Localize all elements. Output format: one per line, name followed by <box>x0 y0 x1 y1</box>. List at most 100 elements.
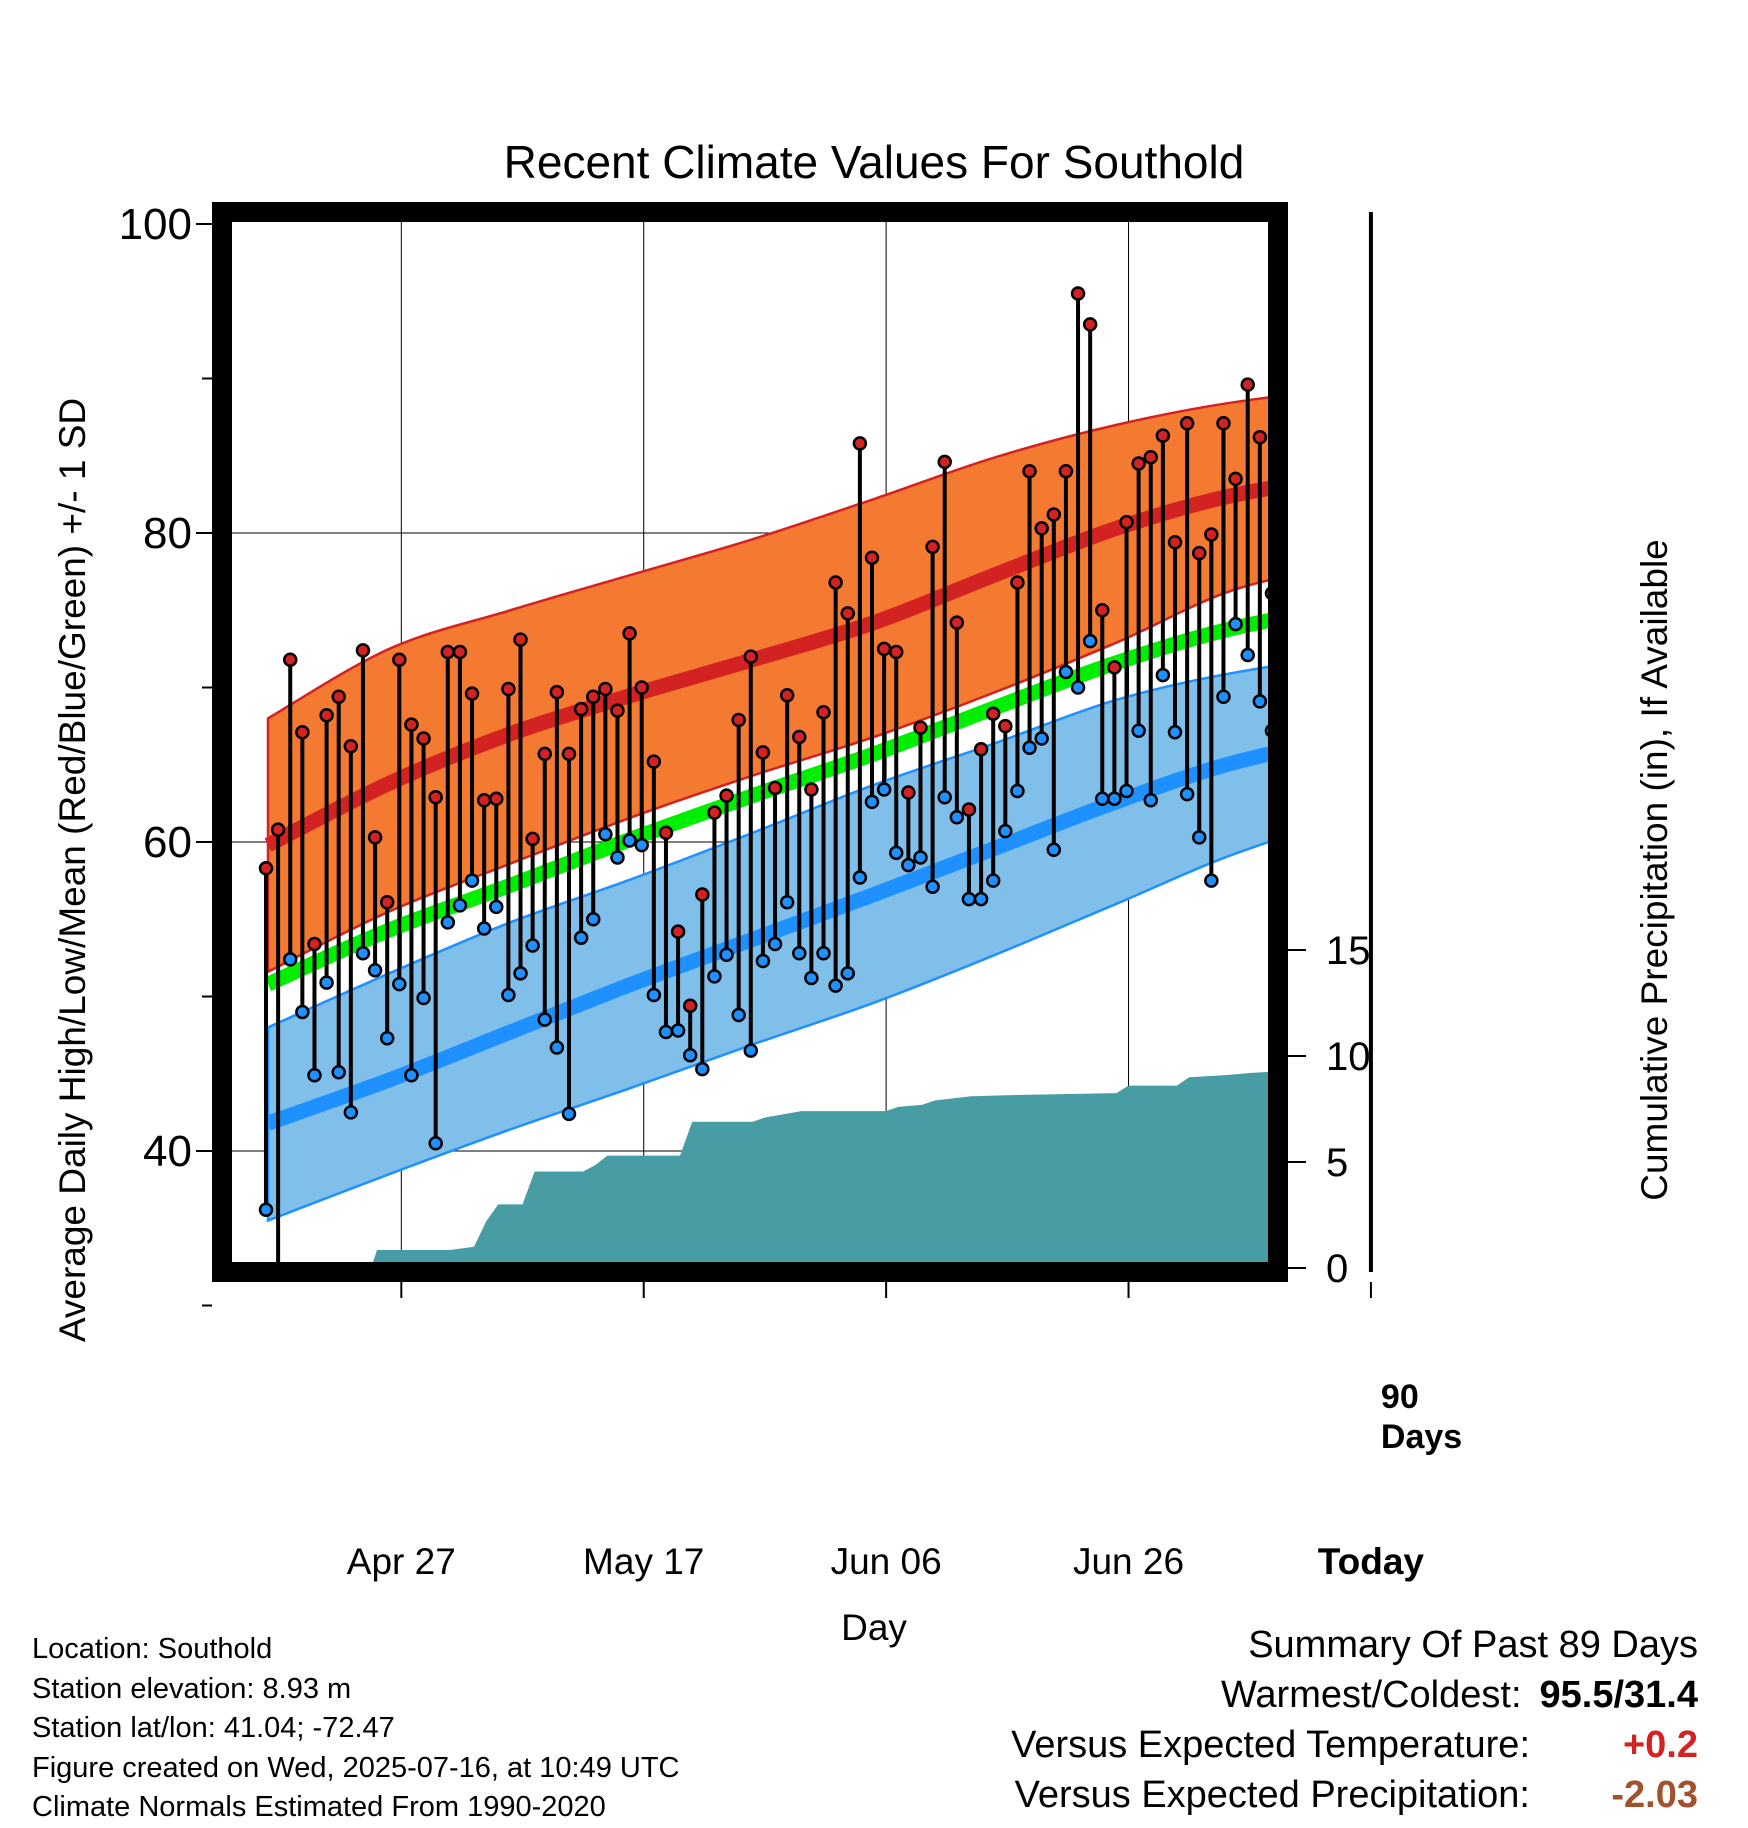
daily-high-point <box>573 701 589 717</box>
x-tick-label: Jun 26 <box>1073 1541 1184 1582</box>
daily-high-point <box>452 644 468 660</box>
y-tick-label: 60 <box>143 818 192 867</box>
daily-high-point <box>476 793 492 808</box>
daily-high-point <box>1314 524 1326 536</box>
daily-high-point <box>1046 507 1062 522</box>
daily-high-point <box>1022 463 1037 479</box>
daily-high-point <box>779 687 795 703</box>
daily-low-point <box>525 938 540 953</box>
daily-low-point <box>1204 873 1219 888</box>
daily-high-point <box>937 454 952 470</box>
y2-tick-label: 0 <box>1326 1247 1348 1291</box>
daily-low-point <box>864 794 880 810</box>
daily-high-point <box>646 754 662 769</box>
daily-low-point <box>1302 712 1314 724</box>
daily-high-point <box>1191 545 1207 561</box>
daily-low-point <box>367 962 383 978</box>
daily-high-point <box>610 703 625 718</box>
daily-low-point <box>1034 731 1049 746</box>
daily-low-point <box>440 915 456 930</box>
location-text: Location: Southold <box>32 1633 273 1665</box>
daily-high-point <box>440 644 456 660</box>
daily-low-point <box>1155 667 1171 683</box>
daily-high-point <box>355 643 371 658</box>
daily-low-point <box>501 987 516 1003</box>
daily-low-point <box>1314 720 1326 732</box>
daily-high-point <box>1010 575 1025 590</box>
daily-low-point <box>1046 842 1062 857</box>
daily-low-point <box>658 1024 674 1040</box>
daily-low-point <box>973 891 989 907</box>
warm-cold-row: Warmest/Coldest: 95.5/31.4 <box>1011 1670 1698 1720</box>
summary-title: Summary Of Past 89 Days <box>1248 1624 1698 1666</box>
daily-high-point <box>1155 428 1171 443</box>
daily-low-point <box>743 1043 759 1058</box>
precip-row: Versus Expected Precipitation: -2.03 <box>1011 1770 1698 1820</box>
daily-low-point <box>1107 791 1122 806</box>
daily-low-point <box>1143 793 1159 808</box>
daily-high-point <box>949 615 965 630</box>
daily-high-point <box>622 626 637 641</box>
daily-low-point <box>307 1068 322 1083</box>
daily-low-point <box>1290 697 1302 709</box>
daily-high-point <box>719 788 734 803</box>
daily-low-point <box>804 970 819 986</box>
daily-high-point <box>270 822 286 837</box>
precip-label: Versus Expected Precipitation: <box>1014 1774 1530 1816</box>
daily-low-point <box>1252 694 1268 709</box>
daily-low-point <box>1022 740 1037 756</box>
daily-high-point <box>561 746 577 762</box>
y2-tick-label: 5 <box>1326 1141 1348 1185</box>
temp-value: +0.2 <box>1622 1724 1698 1766</box>
daily-high-point <box>501 681 516 697</box>
daily-low-point <box>876 782 892 797</box>
daily-high-point <box>1216 416 1231 431</box>
x-tick-label: Today <box>1318 1541 1425 1582</box>
daily-low-point <box>549 1040 565 1055</box>
daily-high-point <box>682 998 698 1014</box>
daily-low-point <box>598 827 613 842</box>
daily-low-point <box>464 873 480 888</box>
daily-low-point <box>1191 830 1207 845</box>
elevation-text: Station elevation: 8.93 m <box>32 1672 352 1705</box>
latlon-text: Station lat/lon: 41.04; -72.47 <box>32 1712 395 1744</box>
daily-high-point <box>1107 660 1122 675</box>
daily-low-point <box>755 953 771 969</box>
daily-high-point <box>1143 450 1159 465</box>
temp-row: Versus Expected Temperature: +0.2 <box>1011 1720 1698 1770</box>
daily-high-point <box>852 436 868 451</box>
daily-high-point <box>525 831 540 847</box>
plot-frame <box>212 202 1288 1282</box>
daily-high-point <box>258 861 274 876</box>
daily-low-point <box>1119 783 1134 799</box>
created-text: Figure created on Wed, 2025-07-16, at 10… <box>32 1751 680 1784</box>
daily-low-point <box>1228 616 1243 632</box>
daily-high-point <box>767 780 783 796</box>
daily-low-point <box>961 891 977 907</box>
daily-low-point <box>331 1064 346 1080</box>
daily-low-point <box>792 945 807 961</box>
daily-high-point <box>513 632 528 647</box>
daily-high-point <box>913 720 928 735</box>
daily-low-point <box>573 930 589 946</box>
daily-high-point <box>404 717 419 732</box>
daily-low-point <box>1095 791 1110 806</box>
x-tick-label: Apr 27 <box>347 1541 456 1582</box>
daily-low-point <box>888 845 904 861</box>
daily-high-point <box>537 746 553 762</box>
daily-low-point <box>949 810 965 825</box>
warm-cold-label: Warmest/Coldest: <box>1220 1674 1522 1716</box>
daily-high-point <box>1228 471 1243 487</box>
warm-cold-value: 95.5/31.4 <box>1539 1674 1698 1716</box>
x-axis-label: Day <box>841 1607 907 1648</box>
station-info: Location: Southold Station elevation: 8.… <box>32 1630 680 1828</box>
daily-high-point <box>1204 527 1219 542</box>
today-days-label: Days <box>1381 1418 1462 1456</box>
y2-tick-label: 10 <box>1326 1035 1371 1079</box>
y2-tick-label: 15 <box>1326 929 1371 973</box>
daily-high-point <box>307 936 322 952</box>
daily-high-point <box>585 689 601 705</box>
daily-high-point <box>379 895 395 910</box>
